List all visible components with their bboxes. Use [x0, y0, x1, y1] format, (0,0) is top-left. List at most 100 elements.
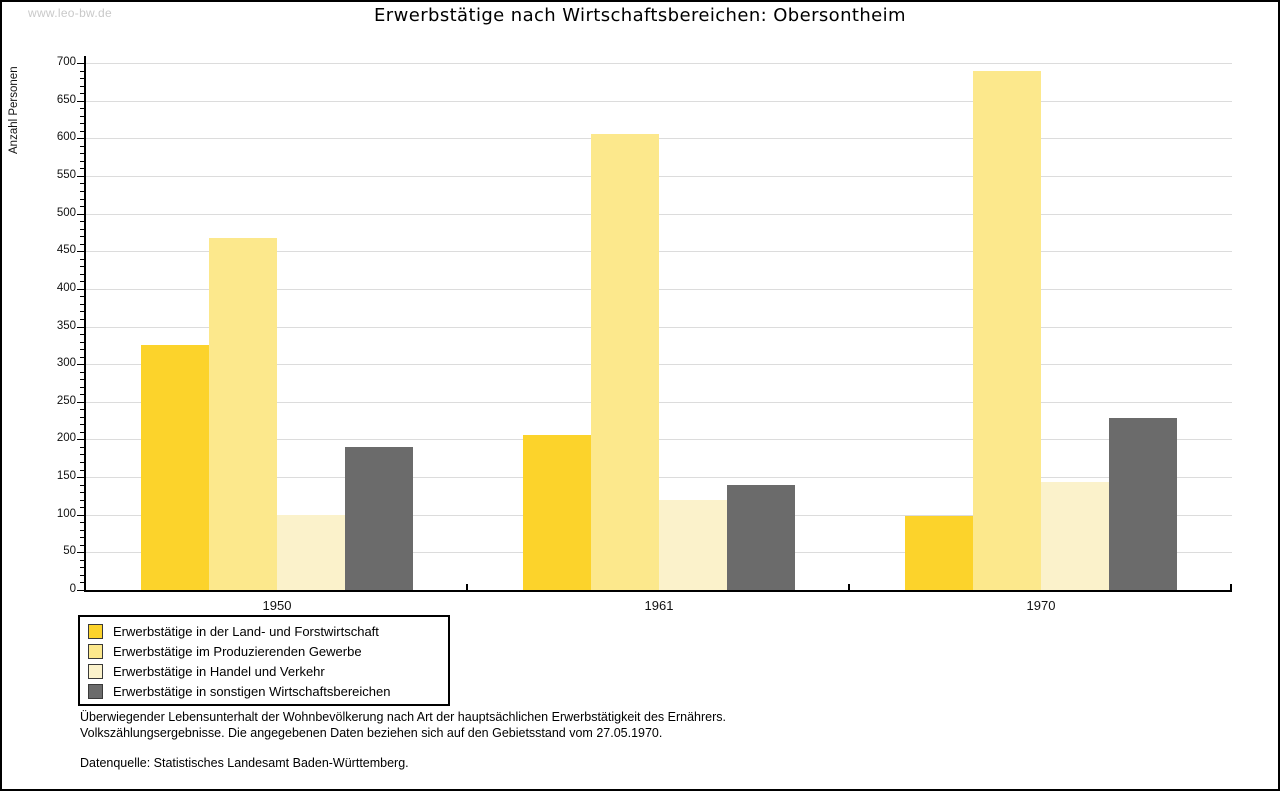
y-axis-tick-label: 600 [56, 131, 76, 143]
legend-item: Erwerbstätige im Produzierenden Gewerbe [88, 641, 448, 661]
y-axis-minor-tick [80, 582, 84, 583]
bar-1950-series2 [209, 238, 277, 590]
legend-swatch-icon [88, 663, 103, 679]
footnote-line: Volkszählungsergebnisse. Die angegebenen… [80, 726, 663, 740]
y-axis-minor-tick [80, 86, 84, 87]
y-axis-minor-tick [80, 522, 84, 523]
gridline [86, 364, 1232, 365]
y-axis-minor-tick [80, 417, 84, 418]
y-axis-major-tick [77, 101, 84, 102]
y-axis-major-tick [77, 477, 84, 478]
legend-item-label: Erwerbstätige in sonstigen Wirtschaftsbe… [113, 683, 391, 699]
bar-1970-series1 [905, 516, 973, 590]
y-axis-minor-tick [80, 281, 84, 282]
gridline [86, 289, 1232, 290]
y-axis-minor-tick [80, 432, 84, 433]
y-axis-minor-tick [80, 93, 84, 94]
y-axis-minor-tick [80, 319, 84, 320]
x-axis-line [84, 590, 1232, 592]
x-axis-tick [1230, 584, 1232, 590]
y-axis-minor-tick [80, 274, 84, 275]
gridline [86, 251, 1232, 252]
bar-1950-series1 [141, 345, 209, 590]
gridline [86, 214, 1232, 215]
y-axis-minor-tick [80, 537, 84, 538]
gridline [86, 176, 1232, 177]
y-axis-minor-tick [80, 372, 84, 373]
gridline [86, 402, 1232, 403]
legend-item-label: Erwerbstätige in Handel und Verkehr [113, 663, 325, 679]
y-axis-minor-tick [80, 424, 84, 425]
y-axis-minor-tick [80, 575, 84, 576]
bar-1961-series2 [591, 134, 659, 590]
y-axis-major-tick [77, 214, 84, 215]
y-axis-major-tick [77, 552, 84, 553]
x-axis-category-label: 1970 [1026, 598, 1056, 613]
y-axis-minor-tick [80, 379, 84, 380]
y-axis-minor-tick [80, 470, 84, 471]
legend-swatch-icon [88, 623, 103, 639]
y-axis-minor-tick [80, 153, 84, 154]
gridline [86, 63, 1232, 64]
y-axis-line [84, 56, 86, 592]
y-axis-minor-tick [80, 304, 84, 305]
legend-item-label: Erwerbstätige in der Land- und Forstwirt… [113, 623, 379, 639]
y-axis-minor-tick [80, 485, 84, 486]
footnote-line: Überwiegender Lebensunterhalt der Wohnbe… [80, 710, 726, 724]
y-axis-minor-tick [80, 221, 84, 222]
footnotes: Überwiegender Lebensunterhalt der Wohnbe… [80, 709, 726, 771]
y-axis-major-tick [77, 138, 84, 139]
y-axis-minor-tick [80, 123, 84, 124]
y-axis-minor-tick [80, 500, 84, 501]
x-axis-category-label: 1961 [644, 598, 674, 613]
y-axis-minor-tick [80, 108, 84, 109]
y-axis-minor-tick [80, 161, 84, 162]
y-axis-major-tick [77, 590, 84, 591]
y-axis-minor-tick [80, 454, 84, 455]
bar-1970-series3 [1041, 482, 1109, 590]
gridline [86, 327, 1232, 328]
gridline [86, 138, 1232, 139]
y-axis-minor-tick [80, 349, 84, 350]
y-axis-tick-label: 350 [56, 320, 76, 332]
chart-title: Erwerbstätige nach Wirtschaftsbereichen:… [374, 5, 906, 26]
y-axis-minor-tick [80, 311, 84, 312]
y-axis-minor-tick [80, 229, 84, 230]
y-axis-tick-label: 700 [56, 56, 76, 68]
gridline [86, 101, 1232, 102]
y-axis-minor-tick [80, 78, 84, 79]
y-axis-minor-tick [80, 357, 84, 358]
y-axis-minor-tick [80, 545, 84, 546]
y-axis-minor-tick [80, 342, 84, 343]
watermark: www.leo-bw.de [28, 6, 112, 20]
y-axis-tick-label: 650 [56, 94, 76, 106]
y-axis-minor-tick [80, 116, 84, 117]
gridline [86, 439, 1232, 440]
y-axis-minor-tick [80, 206, 84, 207]
y-axis-minor-tick [80, 71, 84, 72]
bar-1970-series4 [1109, 418, 1177, 590]
y-axis-minor-tick [80, 236, 84, 237]
legend-swatch-icon [88, 643, 103, 659]
y-axis-minor-tick [80, 492, 84, 493]
gridline [86, 477, 1232, 478]
y-axis-tick-label: 450 [56, 244, 76, 256]
y-axis-major-tick [77, 439, 84, 440]
y-axis-tick-label: 200 [56, 432, 76, 444]
y-axis-minor-tick [80, 334, 84, 335]
y-axis-minor-tick [80, 168, 84, 169]
bar-1961-series3 [659, 500, 727, 590]
bar-1961-series4 [727, 485, 795, 590]
y-axis-major-tick [77, 327, 84, 328]
y-axis-minor-tick [80, 447, 84, 448]
y-axis-tick-label: 550 [56, 169, 76, 181]
y-axis-tick-label: 50 [63, 545, 76, 557]
y-axis-minor-tick [80, 244, 84, 245]
y-axis-minor-tick [80, 530, 84, 531]
bar-1961-series1 [523, 435, 591, 590]
data-source-line: Datenquelle: Statistisches Landesamt Bad… [80, 756, 409, 770]
legend-item: Erwerbstätige in der Land- und Forstwirt… [88, 621, 448, 641]
legend: Erwerbstätige in der Land- und Forstwirt… [78, 615, 450, 706]
bar-1950-series4 [345, 447, 413, 590]
